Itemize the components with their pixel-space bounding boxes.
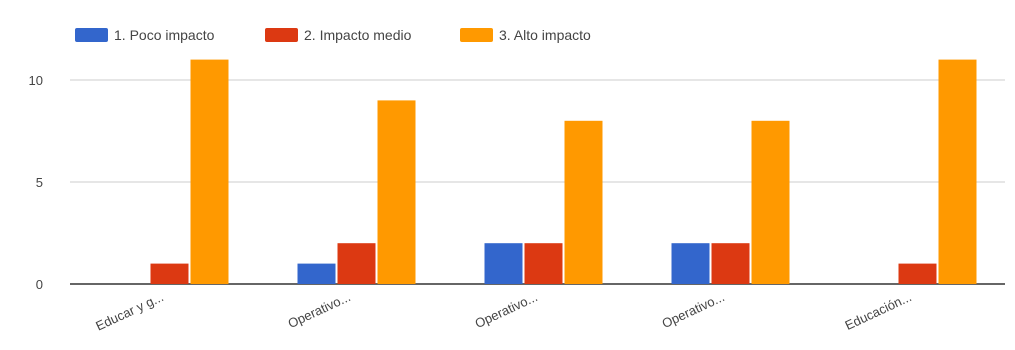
bar xyxy=(751,120,790,284)
bar xyxy=(377,100,416,285)
legend-swatch xyxy=(75,28,108,42)
y-tick-label: 10 xyxy=(29,73,43,88)
bar xyxy=(337,243,376,284)
bar xyxy=(671,243,710,284)
y-tick-label: 5 xyxy=(36,175,43,190)
x-tick-label: Operativo... xyxy=(660,289,727,331)
bar xyxy=(564,120,603,284)
y-tick-label: 0 xyxy=(36,277,43,292)
x-tick-label: Operativo... xyxy=(473,289,540,331)
bar xyxy=(711,243,750,284)
x-tick-label: Educación... xyxy=(843,289,914,333)
legend-label: 3. Alto impacto xyxy=(499,27,591,43)
bar xyxy=(938,59,977,284)
legend-label: 1. Poco impacto xyxy=(114,27,215,43)
x-tick-label: Operativo... xyxy=(286,289,353,331)
x-tick-label: Educar y g... xyxy=(93,289,165,333)
bar xyxy=(150,263,189,284)
bar xyxy=(898,263,937,284)
bar xyxy=(297,263,336,284)
legend-swatch xyxy=(265,28,298,42)
bar xyxy=(484,243,523,284)
bars xyxy=(150,59,977,285)
bar xyxy=(190,59,229,284)
legend: 1. Poco impacto 2. Impacto medio 3. Alto i… xyxy=(75,27,591,43)
legend-label: 2. Impacto medio xyxy=(304,27,412,43)
legend-swatch xyxy=(460,28,493,42)
y-axis: 0 5 10 xyxy=(29,73,43,292)
bar xyxy=(524,243,563,284)
x-axis: Educar y g... Operativo... Operativo... Ope… xyxy=(93,289,913,333)
